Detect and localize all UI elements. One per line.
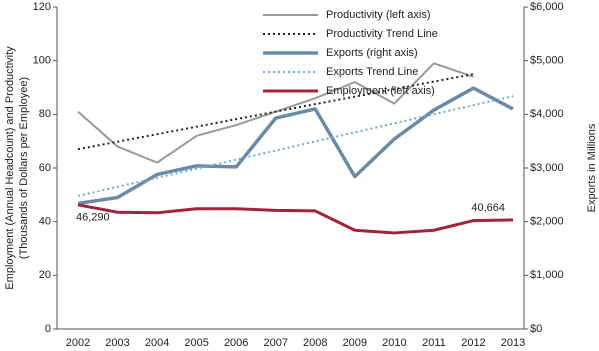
x-tick-label: 2013 xyxy=(501,337,525,349)
series-line xyxy=(77,203,514,235)
y2-tick-label: $3,000 xyxy=(530,162,564,174)
legend-label: Exports Trend Line xyxy=(326,66,418,78)
data-label: 46,290 xyxy=(76,212,110,224)
series-line xyxy=(77,95,514,197)
series-line xyxy=(77,62,474,164)
y2-tick-label: $0 xyxy=(530,323,542,335)
data-label: 40,664 xyxy=(471,202,505,214)
x-tick-label: 2010 xyxy=(382,337,406,349)
x-tick-label: 2009 xyxy=(343,337,367,349)
x-tick-label: 2004 xyxy=(145,337,169,349)
y-tick-label: 120 xyxy=(33,1,51,13)
legend-label: Productivity (left axis) xyxy=(326,9,431,21)
series-line xyxy=(77,73,474,151)
y2-tick-label: $6,000 xyxy=(530,1,564,13)
x-tick-label: 2012 xyxy=(461,337,485,349)
y-tick-label: 100 xyxy=(33,55,51,67)
y-tick-label: 40 xyxy=(39,216,51,228)
x-tick-label: 2005 xyxy=(184,337,208,349)
y-tick-label: 80 xyxy=(39,108,51,120)
x-tick-label: 2007 xyxy=(263,337,287,349)
x-tick-label: 2008 xyxy=(303,337,327,349)
x-tick-label: 2002 xyxy=(66,337,90,349)
y-tick-label: 60 xyxy=(39,162,51,174)
y2-axis-title: Exports in Millions xyxy=(586,123,598,212)
x-tick-label: 2006 xyxy=(224,337,248,349)
x-tick-label: 2011 xyxy=(422,337,446,349)
y2-tick-label: $4,000 xyxy=(530,108,564,120)
x-tick-label: 2003 xyxy=(105,337,129,349)
y-axis-title: (Thousands of Dollars per Employee) xyxy=(18,77,30,259)
y-tick-label: 0 xyxy=(45,323,51,335)
y-axis-title: Employment (Annual Headcount) and Produc… xyxy=(4,46,16,290)
y2-tick-label: $2,000 xyxy=(530,216,564,228)
series-line xyxy=(77,86,514,206)
y2-tick-label: $5,000 xyxy=(530,55,564,67)
y-tick-label: 20 xyxy=(39,269,51,281)
y2-tick-label: $1,000 xyxy=(530,269,564,281)
legend-label: Productivity Trend Line xyxy=(326,28,438,40)
legend-label: Employment (left axis) xyxy=(326,85,435,97)
legend-label: Exports (right axis) xyxy=(326,47,418,59)
